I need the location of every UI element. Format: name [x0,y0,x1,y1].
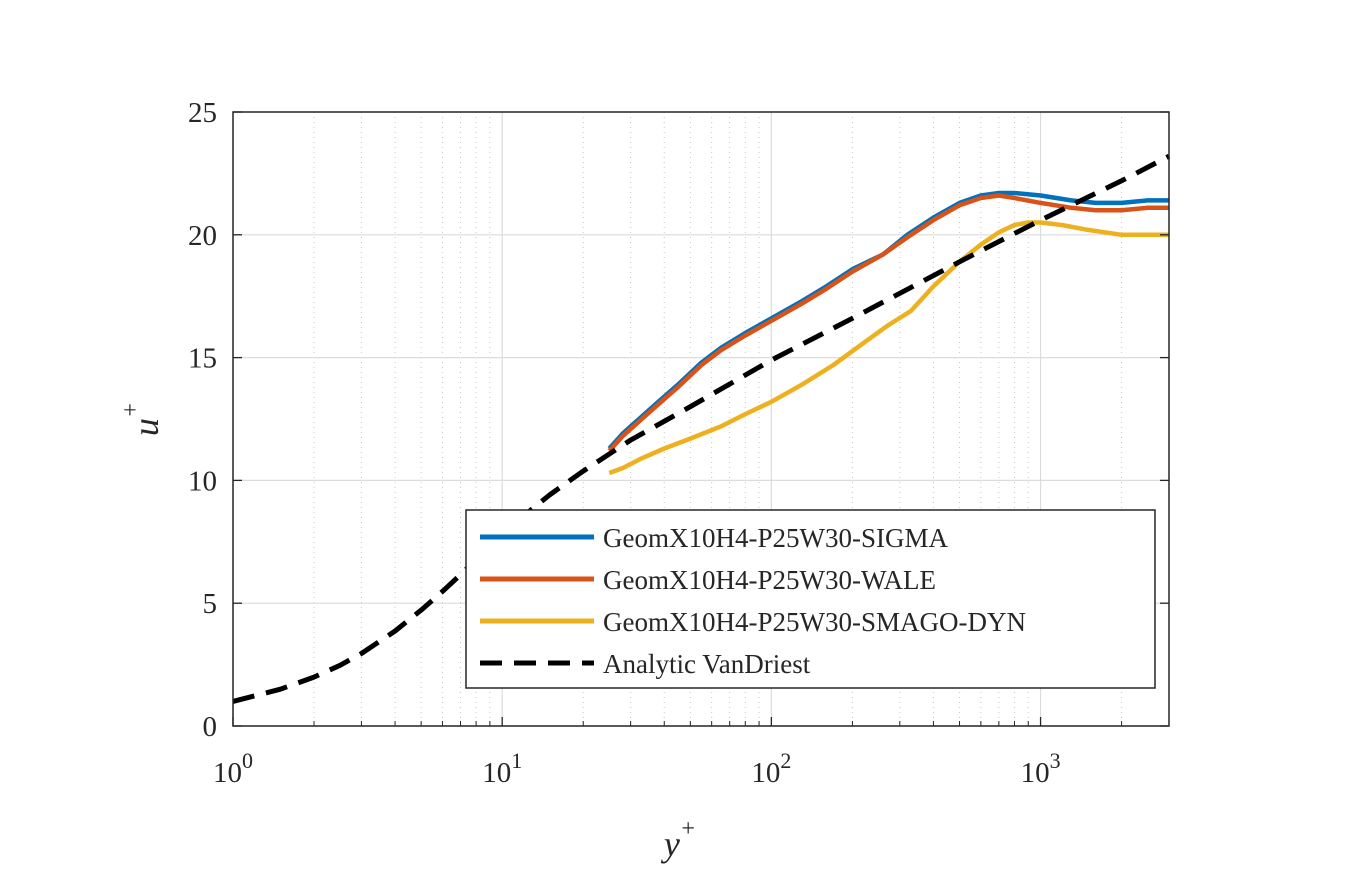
series-layer [232,153,1171,704]
x-tick-label: 102 [751,748,791,789]
y-tick-label: 20 [188,220,217,252]
x-axis-title-superscript: + [680,816,696,842]
legend-label-1: GeomX10H4-P25W30-WALE [603,565,936,595]
legend-label-3: Analytic VanDriest [603,649,811,679]
legend: GeomX10H4-P25W30-SIGMA GeomX10H4-P25W30-W… [465,509,1156,689]
y-axis-title-superscript: + [118,402,144,418]
x-tick-label: 100 [213,748,253,789]
x-tick-label: 103 [1021,748,1061,789]
series-line-3 [232,153,1171,704]
series-line-2 [608,220,1169,476]
axis-ticks [232,111,1170,727]
y-axis-title: u+ [118,402,166,436]
legend-label-2: GeomX10H4-P25W30-SMAGO-DYN [603,607,1026,637]
y-tick-label: 25 [188,97,217,129]
y-tick-label: 10 [188,465,217,497]
y-axis-title-main: u [126,418,166,436]
y-tick-label: 15 [188,343,217,375]
y-tick-labels: 0 5 10 15 20 25 [188,97,217,743]
x-axis-title-main: y [661,824,680,864]
legend-box [465,509,1156,689]
legend-label-0: GeomX10H4-P25W30-SIGMA [603,523,948,553]
plot-frame [232,111,1170,727]
y-tick-label: 5 [203,588,218,620]
x-tick-labels: 100 101 102 103 [213,748,1061,789]
y-tick-label: 0 [203,711,218,743]
x-axis-title: y+ [661,816,696,864]
series-line-1 [607,193,1169,453]
x-tick-label: 101 [482,748,522,789]
